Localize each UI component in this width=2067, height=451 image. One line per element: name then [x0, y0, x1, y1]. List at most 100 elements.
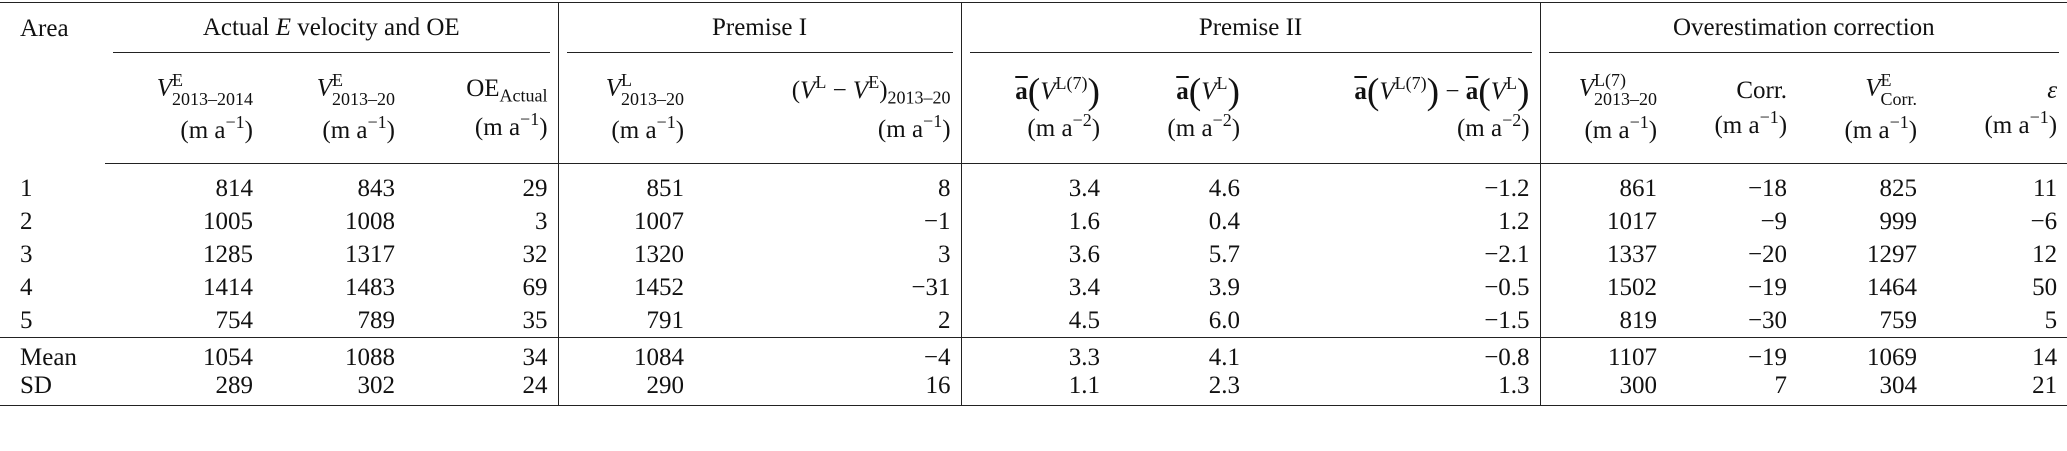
group-header-row: Area Actual E velocity and OE Premise I Pre… [0, 2, 2067, 164]
math-text: a [1354, 77, 1367, 105]
cell: 3 [535, 207, 548, 235]
unit-text: (m a [1584, 117, 1630, 145]
column-unit: (m a−1) [1797, 112, 1918, 145]
cell: 5.7 [1208, 240, 1241, 268]
math-text: ( [1478, 71, 1491, 112]
unit-text: (m a [1714, 111, 1760, 139]
column-label: V L(7) 2013–20 [1541, 71, 1657, 109]
superscript: L(7) [1055, 72, 1088, 93]
column-label: a(VL(7)) − a(VL) [1250, 73, 1529, 111]
column-label: ε [1927, 77, 2057, 105]
unit-text: ) [539, 113, 548, 141]
column-header: V E Corr. (m a−1) [1797, 53, 1928, 164]
unit-exponent: −2 [1072, 110, 1092, 130]
cell: 3.4 [960, 163, 1111, 205]
cell: 3.6 [960, 238, 1111, 271]
math-text: − [826, 76, 853, 104]
math-text: V [1040, 77, 1056, 105]
math-text: a [1465, 77, 1479, 105]
data-row: 3 1285 1317 32 1320 3 3.6 5.7 −2.1 1337 −20 1297 12 [0, 238, 2067, 271]
cell: 289 [105, 371, 263, 406]
data-row: 2 1005 1008 3 1007 −1 1.6 0.4 1.2 1017 −9 999 −6 [0, 205, 2067, 238]
column-label: Corr. [1667, 77, 1787, 105]
math-text: ) [1087, 71, 1101, 112]
column-label: V L 2013–20 [559, 71, 684, 109]
cell: 819 [1539, 304, 1668, 338]
unit-exponent: −1 [1889, 112, 1909, 133]
script-stack: L(7) 2013–20 [1594, 71, 1657, 109]
column-label: V E 2013–20 [263, 71, 395, 109]
group-header: Premise I [557, 2, 962, 54]
unit-text: ) [1908, 117, 1918, 145]
cell: 1297 [1867, 240, 1918, 268]
cell: 29 [522, 174, 548, 202]
math-text: ) [1517, 71, 1530, 112]
area-header: Area [0, 2, 105, 164]
unit-text: (m a [611, 117, 657, 145]
data-row: 1 814 843 29 851 8 3.4 4.6 −1.2 861 −18 825 11 [0, 163, 2067, 205]
column-header: V E 2013–2014 (m a−1) [105, 53, 263, 164]
cell: 825 [1879, 174, 1918, 202]
column-header: V L(7) 2013–20 (m a−1) [1539, 53, 1668, 164]
math-text: OE [466, 74, 500, 102]
cell: 24 [405, 371, 559, 406]
column-unit: (m a−1) [105, 112, 253, 144]
unit-text: ) [1231, 114, 1241, 142]
column-label: a(VL(7)) [962, 72, 1100, 111]
cell: 1320 [557, 238, 695, 271]
cell: −0.8 [1250, 337, 1541, 372]
unit-text: (m a [1167, 114, 1213, 142]
cell: −19 [1747, 273, 1788, 301]
cell: 4.1 [1110, 337, 1251, 372]
column-header: a(VL) (m a−2) [1110, 53, 1251, 164]
unit-text: ) [1778, 111, 1788, 139]
column-header: OEActual (m a−1) [405, 53, 559, 164]
unit-text: ) [1091, 114, 1101, 142]
cell: −2.1 [1484, 240, 1530, 268]
unit-text: (m a [1027, 114, 1073, 142]
math-text: V [1379, 77, 1395, 105]
cell: 300 [1539, 371, 1668, 406]
cell: −18 [1747, 174, 1788, 202]
column-header: a(VL(7)) (m a−2) [960, 53, 1111, 164]
column-label: (VL − VE)2013–20 [694, 71, 951, 108]
cell: 3.4 [960, 271, 1111, 304]
cell: 1017 [1539, 205, 1668, 238]
unit-exponent: −2 [1212, 110, 1232, 130]
superscript: E [868, 71, 880, 92]
cell: −19 [1667, 337, 1798, 372]
cell: 50 [2032, 273, 2058, 301]
column-unit: (m a−2) [1250, 110, 1530, 142]
cell: −4 [694, 337, 962, 372]
column-header-row: V E 2013–2014 (m a−1) V E 2013–20 (m a−1) OEActu… [0, 53, 2067, 164]
math-text: V [156, 75, 172, 103]
cell: 1088 [263, 337, 405, 372]
unit-text: (m a [1984, 111, 2030, 139]
cell: −1 [923, 207, 951, 235]
cell: 2.3 [1110, 371, 1251, 406]
cell: 302 [263, 371, 405, 406]
summary-row: SD 289 302 24 290 16 1.1 2.3 1.3 300 7 304 21 [0, 371, 2067, 406]
cell: 3 [938, 240, 951, 268]
cell: −20 [1747, 240, 1788, 268]
unit-text: ) [942, 115, 951, 143]
math-text: Premise II [1198, 14, 1303, 42]
unit-text: ) [386, 117, 395, 145]
unit-exponent: −1 [367, 112, 387, 133]
script-stack: E Corr. [1881, 71, 1918, 109]
unit-exponent: −1 [520, 108, 540, 129]
math-text: − [1439, 77, 1466, 105]
cell: −1.2 [1484, 174, 1530, 202]
cell: 814 [215, 174, 254, 202]
row-label: 2 [20, 207, 33, 235]
column-unit: (m a−2) [962, 110, 1101, 142]
cell: 1285 [203, 240, 253, 268]
cell: −1.5 [1484, 306, 1530, 334]
cell: 11 [2033, 174, 2058, 202]
column-header: Corr. (m a−1) [1667, 53, 1798, 164]
cell: 34 [405, 337, 559, 372]
cell: 8 [938, 174, 951, 202]
cell: 1502 [1539, 271, 1668, 304]
cell: 4.5 [960, 304, 1111, 338]
script-stack: L 2013–20 [621, 71, 684, 109]
